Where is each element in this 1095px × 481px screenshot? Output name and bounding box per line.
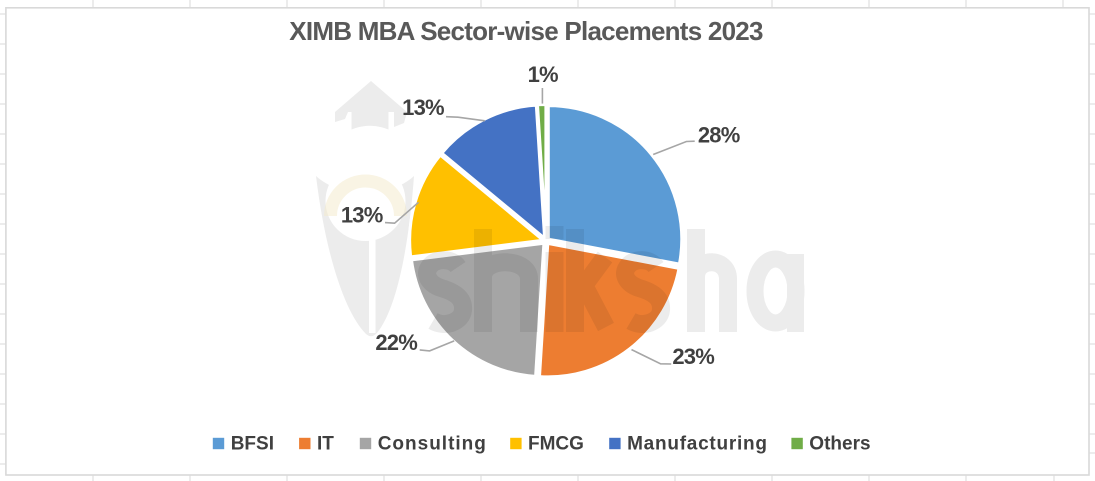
svg-text:13%: 13% <box>402 95 444 120</box>
svg-text:Consulting: Consulting <box>378 434 487 455</box>
svg-text:Manufacturing: Manufacturing <box>627 434 768 455</box>
svg-text:Others: Others <box>809 434 870 455</box>
svg-text:XIMB MBA Sector-wise Placement: XIMB MBA Sector-wise Placements 2023 <box>289 16 763 46</box>
svg-text:IT: IT <box>317 434 334 455</box>
svg-text:23%: 23% <box>672 344 714 369</box>
svg-text:FMCG: FMCG <box>528 434 584 455</box>
svg-text:1%: 1% <box>528 62 558 87</box>
svg-text:BFSI: BFSI <box>231 434 274 455</box>
svg-text:28%: 28% <box>698 122 740 147</box>
svg-text:13%: 13% <box>341 203 383 228</box>
svg-text:22%: 22% <box>375 330 417 355</box>
